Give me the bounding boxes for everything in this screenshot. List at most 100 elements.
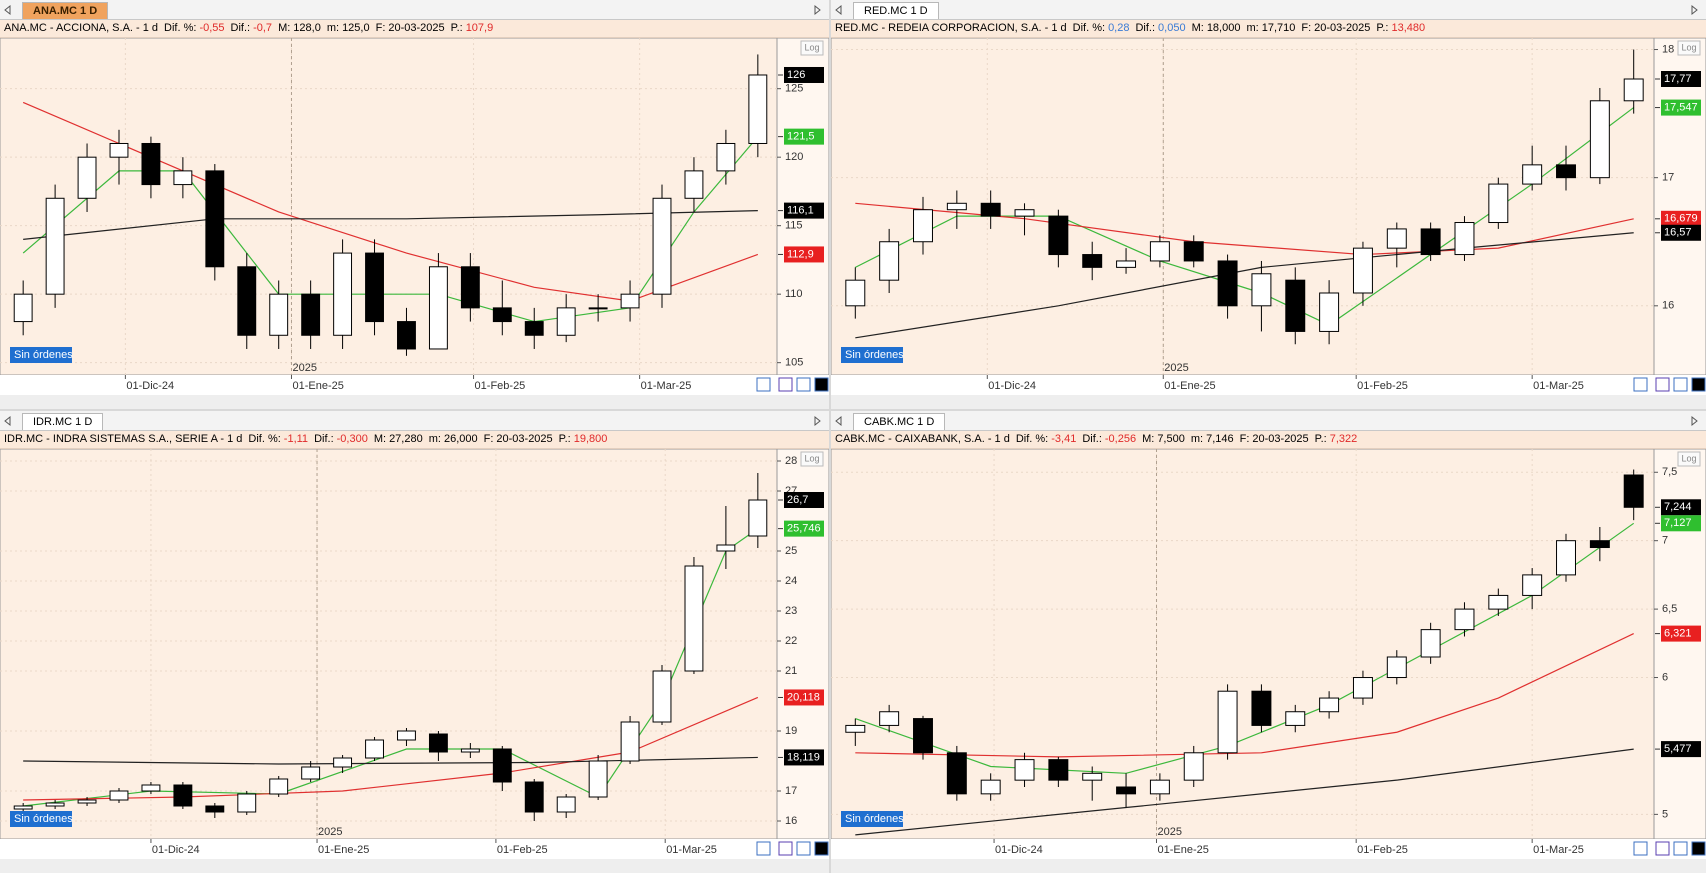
header-field: M: 7,500 <box>1142 431 1185 448</box>
candle-body <box>333 252 353 336</box>
y-tick-label: 7,5 <box>1662 466 1677 478</box>
x-tick-label: 01-Mar-25 <box>641 380 692 392</box>
order-status: Sin órdenes <box>845 349 904 361</box>
price-tag-label: 126 <box>787 69 805 81</box>
price-tag <box>784 246 824 263</box>
price-tag-label: 6,321 <box>1664 628 1692 640</box>
candle-body <box>1454 608 1475 631</box>
log-button-label[interactable]: Log <box>1681 42 1696 52</box>
field-label: Dif.: <box>1082 433 1102 445</box>
log-button-label[interactable]: Log <box>804 453 819 463</box>
candle-body <box>588 307 608 310</box>
time-axis <box>831 375 1706 395</box>
moving-average <box>23 756 758 765</box>
candle-body <box>620 293 640 309</box>
chart-tab[interactable]: ANA.MC 1 D <box>22 2 109 19</box>
price-tag-label: 7,127 <box>1664 517 1692 529</box>
candle-body <box>460 266 480 309</box>
chart-tab[interactable]: CABK.MC 1 D <box>853 413 946 430</box>
price-tag-label: 25,746 <box>787 523 821 535</box>
candle-body <box>428 733 448 753</box>
log-button-label[interactable]: Log <box>1681 453 1696 463</box>
price-tag <box>784 689 824 706</box>
order-status-box <box>10 811 72 827</box>
field-value: 7,322 <box>1329 433 1358 445</box>
tab-bar: CABK.MC 1 D <box>831 411 1706 431</box>
x-tick-label: 01-Dic-24 <box>152 844 200 856</box>
chart-tab[interactable]: IDR.MC 1 D <box>22 413 104 430</box>
header-field: m: 7,146 <box>1191 431 1234 448</box>
tab-arrows <box>835 415 1698 427</box>
price-tag <box>1661 210 1701 227</box>
toolbar-icon <box>1655 841 1670 856</box>
toolbar-icon <box>1655 377 1670 392</box>
candle-body <box>1623 474 1644 508</box>
price-tag-label: 26,7 <box>787 494 808 506</box>
header-field: Dif.: -0,300 <box>314 431 368 448</box>
tab-bar: RED.MC 1 D <box>831 0 1706 20</box>
candle-body <box>1556 540 1576 576</box>
instrument-name: ANA.MC - ACCIONA, S.A. - 1 d <box>4 22 159 34</box>
moving-average <box>855 748 1634 836</box>
field-value: 107,9 <box>465 22 494 34</box>
candle-body <box>365 739 384 759</box>
field-label: M: <box>373 433 387 445</box>
price-tag <box>1661 741 1701 758</box>
candle-body <box>1522 164 1543 185</box>
field-value: 20-03-2025 <box>388 22 445 34</box>
toolbar-icon <box>1633 841 1648 856</box>
price-tag <box>784 749 824 766</box>
bottom-bar <box>831 859 1706 873</box>
y-tick-label: 24 <box>785 575 797 587</box>
x-tick-label: 01-Ene-25 <box>1164 380 1215 392</box>
instrument-name: CABK.MC - CAIXABANK, S.A. - 1 d <box>835 433 1010 445</box>
price-tag <box>1661 99 1701 116</box>
candle-body <box>524 321 544 336</box>
year-label: 2025 <box>1164 362 1188 374</box>
plot-area <box>0 449 778 840</box>
chart-tab[interactable]: RED.MC 1 D <box>853 2 939 19</box>
moving-average <box>23 696 759 801</box>
field-label: m: <box>428 433 441 445</box>
bottom-bar <box>0 859 829 873</box>
time-axis <box>831 839 1706 859</box>
candle-body <box>365 252 384 323</box>
candle-body <box>1014 759 1035 781</box>
candle-body <box>109 142 129 158</box>
chart-panel: RED.MC 1 D RED.MC - REDEIA CORPORACION, S… <box>831 0 1706 409</box>
candle-body <box>913 209 933 243</box>
candle-body <box>1319 292 1340 332</box>
field-label: M: <box>278 22 291 34</box>
tab-bar: IDR.MC 1 D <box>0 411 829 431</box>
log-button-label[interactable]: Log <box>804 42 819 52</box>
candle-body <box>269 293 289 336</box>
toolbar-icon <box>778 841 793 856</box>
candle-body <box>460 748 480 753</box>
price-tag-label: 112,9 <box>787 248 814 260</box>
candle-body <box>237 793 257 813</box>
field-label: Dif. %: <box>1072 22 1106 34</box>
x-tick-label: 01-Dic-24 <box>988 380 1036 392</box>
price-tag <box>1661 515 1701 532</box>
toolbar-icon <box>778 377 793 392</box>
field-value: -0,300 <box>336 433 368 445</box>
header-field: Dif. %: -3,41 <box>1016 431 1076 448</box>
chart: 5 6 6,5 7 7,5 01-Dic-24 01-Ene-25 01-Feb-25 01-M… <box>831 449 1706 873</box>
y-tick-label: 18 <box>1662 43 1674 55</box>
chart-header: ANA.MC - ACCIONA, S.A. - 1 d Dif. %: -0,55… <box>0 20 829 38</box>
price-tag <box>784 492 824 508</box>
candle-body <box>1285 711 1306 726</box>
header-field: Dif. %: -0,55 <box>164 20 224 37</box>
candle-body <box>1048 215 1069 256</box>
chart-header: IDR.MC - INDRA SISTEMAS S.A., SERIE A - … <box>0 431 829 449</box>
field-value: 27,280 <box>389 433 423 445</box>
candle-body <box>13 293 33 323</box>
order-status-box <box>841 811 903 827</box>
candle-body <box>684 170 704 199</box>
tab-bar: ANA.MC 1 D <box>0 0 829 20</box>
y-tick-label: 6 <box>1662 671 1668 683</box>
candle-body <box>1217 260 1238 307</box>
y-tick-label: 19 <box>785 725 797 737</box>
chart: 105 110 115 120 125 01-Dic-24 01-Ene-25 01-Feb-… <box>0 38 829 409</box>
